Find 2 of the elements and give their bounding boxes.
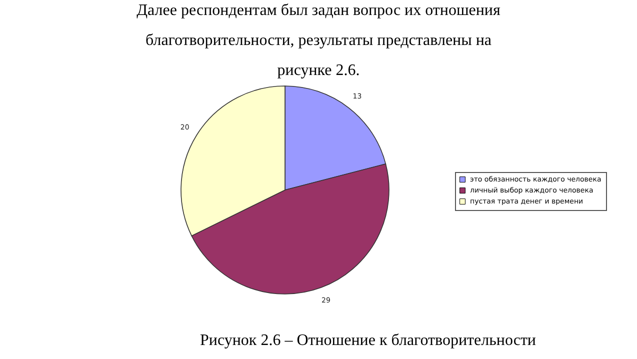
text: Рисунок 2.6 – Отношение к благотворительности xyxy=(200,332,536,349)
text: Далее респондентам был задан вопрос их отношения благотворительности, результаты представлены на рисунке 2.6. xyxy=(136,2,501,79)
